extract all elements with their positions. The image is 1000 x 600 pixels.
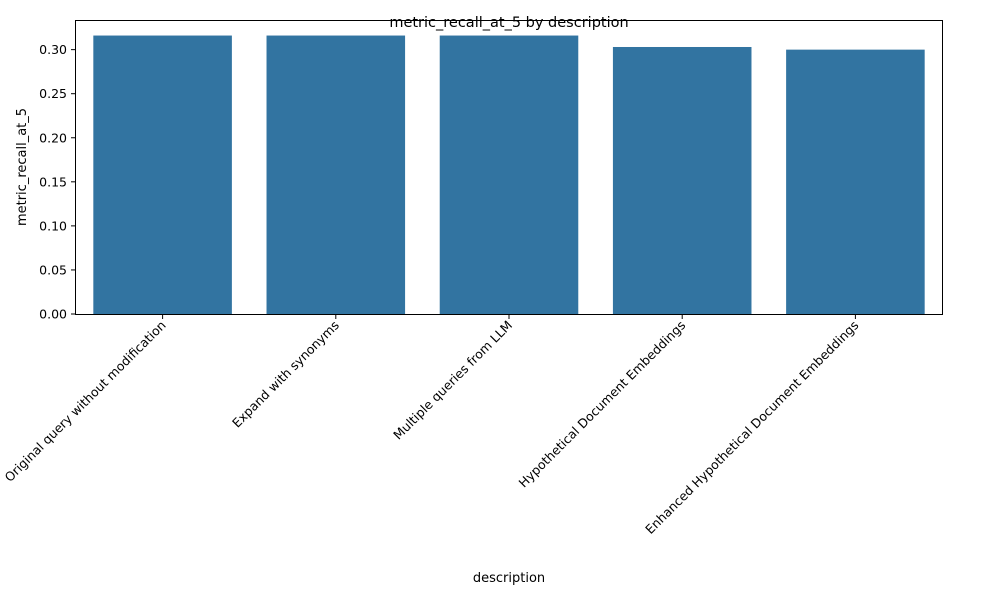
bar-4: [612, 46, 752, 315]
y-tick-label-6: 0.25: [39, 86, 67, 101]
x-tick-label-3: Multiple queries from LLM: [390, 318, 515, 443]
x-tick-label-5: Enhanced Hypothetical Document Embedding…: [642, 318, 861, 537]
x-tick-label-2: Expand with synonyms: [229, 318, 342, 431]
bar-2: [266, 35, 406, 314]
x-tick-label-1: Original query without modification: [1, 318, 168, 485]
y-tick-label-1: 0.00: [39, 307, 67, 322]
x-tick-label-4: Hypothetical Document Embeddings: [516, 318, 689, 491]
y-tick-label-5: 0.20: [39, 130, 67, 145]
x-axis-ticks: Original query without modification Expan…: [1, 314, 862, 537]
bar-1: [93, 35, 232, 314]
y-axis-label: metric_recall_at_5: [15, 108, 30, 226]
y-tick-label-7: 0.30: [39, 42, 67, 57]
y-axis-ticks: 0.00 0.05 0.10 0.15 0.20 0.25 0.30: [39, 42, 76, 322]
bar-3: [439, 35, 579, 314]
bars-group: [93, 35, 925, 315]
y-tick-label-2: 0.05: [39, 262, 67, 277]
plot-area-frame: [75, 20, 943, 315]
y-tick-label-4: 0.15: [39, 174, 67, 189]
x-axis-label: description: [473, 571, 545, 586]
bar-5: [786, 49, 925, 314]
y-tick-label-3: 0.10: [39, 218, 67, 233]
chart-title: metric_recall_at_5 by description: [389, 15, 628, 31]
